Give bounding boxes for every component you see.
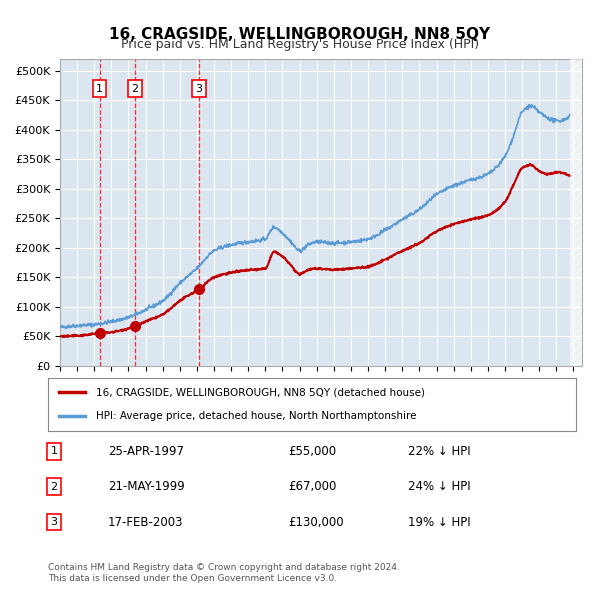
Text: £55,000: £55,000 xyxy=(288,445,336,458)
Text: 1: 1 xyxy=(96,84,103,93)
Text: 24% ↓ HPI: 24% ↓ HPI xyxy=(408,480,470,493)
Text: HPI: Average price, detached house, North Northamptonshire: HPI: Average price, detached house, Nort… xyxy=(95,411,416,421)
Text: 16, CRAGSIDE, WELLINGBOROUGH, NN8 5QY: 16, CRAGSIDE, WELLINGBOROUGH, NN8 5QY xyxy=(109,27,491,41)
Text: Price paid vs. HM Land Registry's House Price Index (HPI): Price paid vs. HM Land Registry's House … xyxy=(121,38,479,51)
Text: 19% ↓ HPI: 19% ↓ HPI xyxy=(408,516,470,529)
Text: 3: 3 xyxy=(196,84,202,93)
Text: 25-APR-1997: 25-APR-1997 xyxy=(108,445,184,458)
Text: £130,000: £130,000 xyxy=(288,516,344,529)
Text: 22% ↓ HPI: 22% ↓ HPI xyxy=(408,445,470,458)
Text: 3: 3 xyxy=(50,517,58,527)
Text: Contains HM Land Registry data © Crown copyright and database right 2024.
This d: Contains HM Land Registry data © Crown c… xyxy=(48,563,400,583)
Text: 21-MAY-1999: 21-MAY-1999 xyxy=(108,480,185,493)
Text: 17-FEB-2003: 17-FEB-2003 xyxy=(108,516,184,529)
Text: 2: 2 xyxy=(131,84,139,93)
Text: 2: 2 xyxy=(50,482,58,491)
Text: 16, CRAGSIDE, WELLINGBOROUGH, NN8 5QY (detached house): 16, CRAGSIDE, WELLINGBOROUGH, NN8 5QY (d… xyxy=(95,388,425,398)
Text: 1: 1 xyxy=(50,447,58,456)
Text: £67,000: £67,000 xyxy=(288,480,337,493)
